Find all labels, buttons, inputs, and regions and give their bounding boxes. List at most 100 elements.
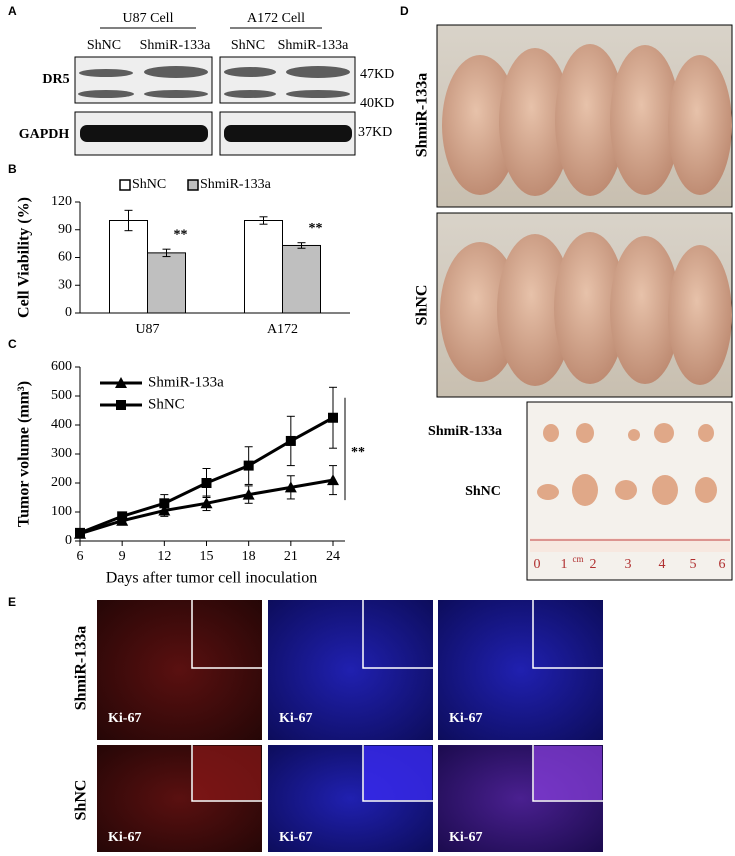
y-tick-label: 120 [51,194,72,209]
x-tick-label: 9 [119,549,126,564]
inset-border [191,745,262,802]
y-tick-label: 600 [51,359,72,374]
y-axis-label: Tumor volume (mm³) [16,381,33,527]
bar [244,220,283,314]
ruler-label: 2 [590,557,597,572]
lane-label: ShmiR-133a [140,38,212,53]
panel-label: A [8,4,17,18]
y-tick-label: 200 [51,475,72,490]
tumor [695,477,717,503]
stain-label: Ki-67 [108,711,141,726]
y-axis-label: Cell Viability (%) [16,197,33,318]
marker [328,412,338,423]
y-tick-label: 500 [51,388,72,403]
fluorescence: ShmiR-133a ShNC Ki-67 Ki-67 Ki-67 Ki-67 … [73,600,603,852]
marker-label: 37KD [358,125,392,140]
marker [243,460,254,471]
inset [193,746,261,800]
marker [116,400,126,410]
mouse [497,234,573,386]
inset-border [191,600,262,669]
x-tick-label: 24 [326,549,340,564]
x-tick-label: 6 [77,549,84,564]
ruler [530,538,730,552]
tumor [537,484,559,500]
band [144,66,208,78]
tumor [628,429,640,441]
legend-label: ShNC [132,177,166,192]
x-tick-label: 12 [157,549,171,564]
stain-label: Ki-67 [108,830,141,845]
band [80,125,208,142]
row-label: ShNC [465,484,501,499]
bar [282,244,321,314]
band [224,90,276,98]
marker [159,498,170,509]
tumor [576,423,594,443]
mouse [555,44,625,196]
panel-label: C [8,337,17,351]
ruler-label: 4 [659,557,666,572]
y-tick-label: 400 [51,417,72,432]
ruler-label: 5 [690,557,697,572]
lane-label: ShNC [231,38,265,53]
band [286,90,350,98]
legend-swatch [119,179,131,191]
marker [117,511,128,522]
inset-border [532,745,603,802]
lane-label: ShmiR-133a [278,38,350,53]
stain-label: Ki-67 [449,830,482,845]
marker [201,478,212,488]
panel-label: B [8,162,17,176]
western-blot: U87 Cell A172 Cell ShNC ShmiR-133a ShNC … [19,11,394,156]
mouse [610,45,680,195]
panel-label: E [8,595,16,609]
mouse [499,48,571,196]
inset-border [362,745,433,802]
row-label: ShmiR-133a [428,424,502,439]
ruler-label: 1 [561,557,568,572]
tumor [543,424,559,442]
inset [534,746,602,800]
micrograph [97,600,262,740]
ruler-label: 0 [534,557,541,572]
y-tick-label: 0 [65,305,72,320]
band [78,90,134,98]
marker [75,527,85,538]
marker [242,488,255,500]
x-tick-label: 21 [284,549,298,564]
annotation: ** [309,221,323,236]
micrograph [438,600,603,740]
group-title: A172 Cell [247,11,305,26]
x-tick-label: A172 [267,322,298,337]
mouse [668,55,732,195]
band [79,69,133,77]
lane-label: ShNC [87,38,121,53]
tumor [698,424,714,442]
row-label: GAPDH [19,127,70,142]
inset [364,746,432,800]
tumor [654,423,674,443]
marker [327,474,339,486]
y-tick-label: 90 [58,222,72,237]
ruler-label: cm [573,554,584,564]
ruler-label: 3 [625,557,632,572]
band [286,66,350,78]
stain-label: Ki-67 [279,830,312,845]
ruler-label: 6 [719,557,726,572]
mouse [442,55,518,195]
mouse [554,232,626,384]
row-label: ShmiR-133a [414,73,431,157]
y-tick-label: 100 [51,504,72,519]
band [224,125,352,142]
mouse-photos: ShmiR-133a ShNC [414,24,733,398]
y-tick-label: 30 [58,277,72,292]
x-tick-label: 15 [200,549,214,564]
legend-label: ShNC [148,396,185,412]
mouse [440,242,520,382]
inset-border [532,600,603,669]
mouse [668,245,732,385]
marker-label: 40KD [360,96,394,111]
annotation: ** [174,227,188,242]
panel-label: D [400,4,409,18]
